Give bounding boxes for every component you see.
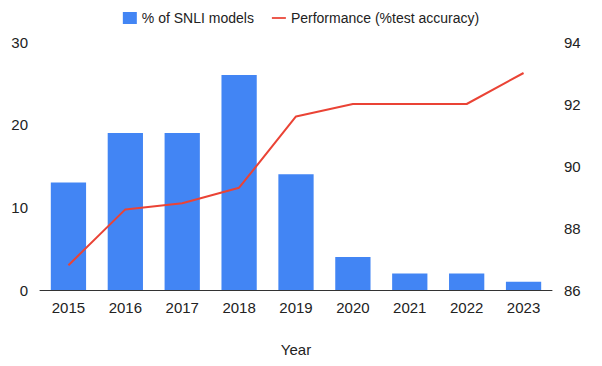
- svg-text:2016: 2016: [109, 299, 142, 316]
- svg-text:0: 0: [20, 282, 28, 299]
- svg-text:20: 20: [11, 116, 28, 133]
- svg-text:2020: 2020: [336, 299, 369, 316]
- svg-text:92: 92: [564, 96, 581, 113]
- svg-text:2017: 2017: [166, 299, 199, 316]
- svg-text:2023: 2023: [507, 299, 540, 316]
- svg-text:90: 90: [564, 158, 581, 175]
- svg-text:86: 86: [564, 282, 581, 299]
- svg-text:2021: 2021: [393, 299, 426, 316]
- svg-text:2019: 2019: [279, 299, 312, 316]
- svg-text:2015: 2015: [52, 299, 85, 316]
- svg-text:Performance (%test accuracy): Performance (%test accuracy): [291, 10, 479, 26]
- svg-text:10: 10: [11, 199, 28, 216]
- svg-text:Year: Year: [281, 341, 311, 358]
- svg-text:2018: 2018: [222, 299, 255, 316]
- svg-text:94: 94: [564, 34, 581, 51]
- svg-text:2022: 2022: [450, 299, 483, 316]
- svg-text:30: 30: [11, 34, 28, 51]
- svg-text:88: 88: [564, 220, 581, 237]
- svg-text:% of SNLI models: % of SNLI models: [142, 10, 254, 26]
